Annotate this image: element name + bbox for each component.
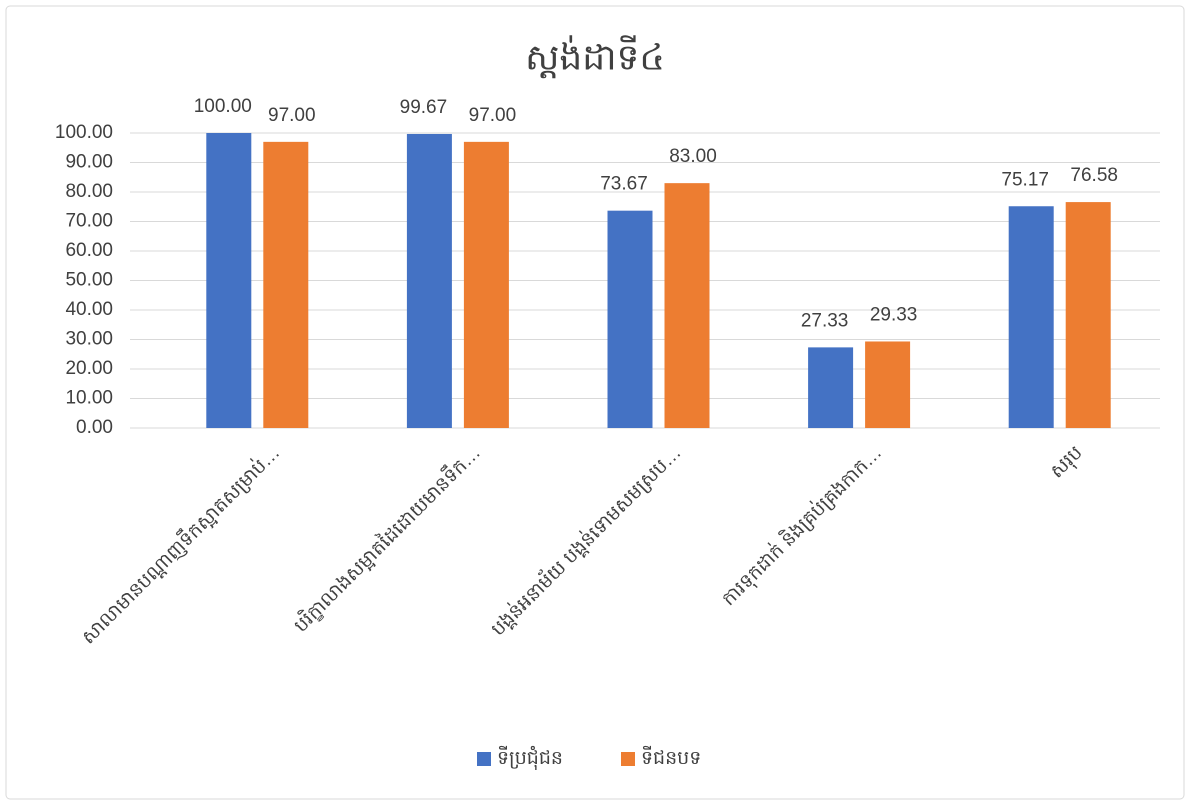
value-label: 83.00 bbox=[669, 146, 717, 167]
chart-border bbox=[5, 5, 1185, 800]
bar bbox=[463, 141, 509, 428]
y-tick-label: 10.00 bbox=[65, 388, 113, 409]
value-label: 97.00 bbox=[469, 105, 517, 126]
legend-label: ទីប្រជុំជន bbox=[497, 745, 563, 771]
value-label: 100.00 bbox=[194, 96, 252, 117]
bar bbox=[664, 183, 710, 428]
y-tick-label: 100.00 bbox=[55, 122, 113, 143]
bar bbox=[1008, 206, 1054, 428]
y-tick-label: 30.00 bbox=[65, 329, 113, 350]
value-label: 97.00 bbox=[268, 105, 316, 126]
value-label: 76.58 bbox=[1070, 165, 1118, 186]
value-label: 99.67 bbox=[400, 97, 448, 118]
bar bbox=[406, 133, 452, 428]
y-tick-label: 40.00 bbox=[65, 299, 113, 320]
y-tick-label: 60.00 bbox=[65, 240, 113, 261]
y-tick-label: 90.00 bbox=[65, 152, 113, 173]
y-tick-label: 50.00 bbox=[65, 270, 113, 291]
value-label: 29.33 bbox=[870, 304, 918, 325]
bar bbox=[865, 341, 911, 428]
value-label: 75.17 bbox=[1001, 169, 1049, 190]
y-tick-label: 70.00 bbox=[65, 211, 113, 232]
y-tick-label: 20.00 bbox=[65, 358, 113, 379]
bar bbox=[808, 347, 854, 428]
bar bbox=[263, 141, 309, 428]
bar bbox=[1065, 202, 1111, 428]
value-label: 73.67 bbox=[600, 174, 648, 195]
legend-label: ទីជនបទ bbox=[641, 745, 701, 769]
y-tick-label: 0.00 bbox=[76, 417, 113, 438]
y-tick-label: 80.00 bbox=[65, 181, 113, 202]
bar bbox=[607, 210, 653, 428]
legend-swatch bbox=[621, 752, 635, 766]
legend-swatch bbox=[477, 752, 491, 766]
value-label: 27.33 bbox=[801, 310, 849, 331]
bar bbox=[206, 133, 252, 428]
chart-title: ស្ដង់ដាទី៤ bbox=[525, 35, 665, 79]
